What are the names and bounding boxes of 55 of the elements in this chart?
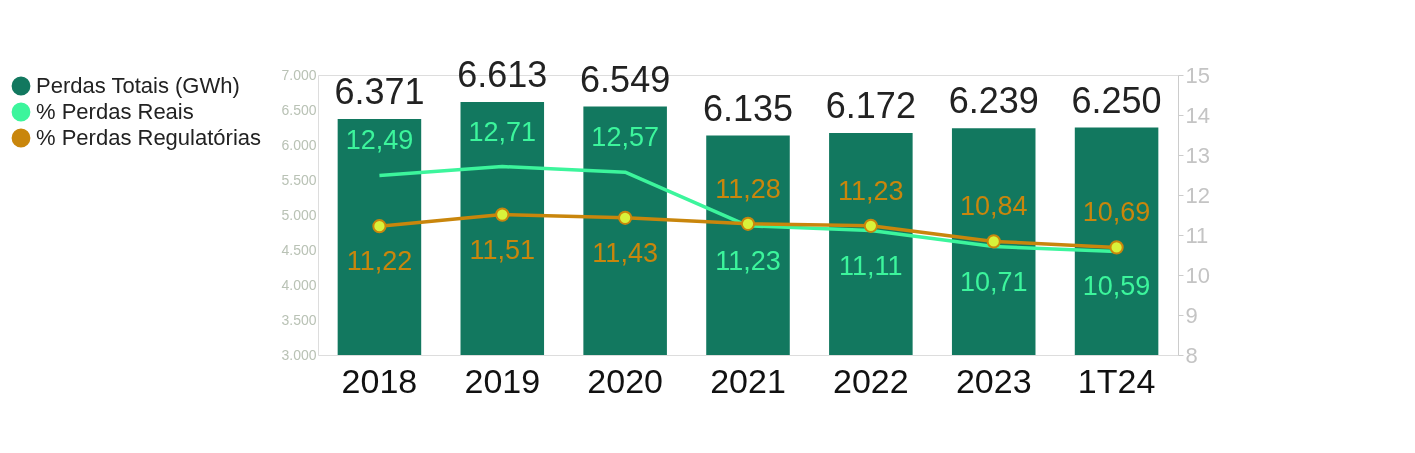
y-tick-label: 6.500: [281, 101, 317, 118]
data-label: 11,11: [839, 250, 903, 281]
data-label: 11,23: [715, 245, 781, 276]
point: [986, 234, 1001, 249]
legend-label: % Perdas Regulatórias: [36, 125, 262, 150]
x-tick-label: 2020: [587, 361, 663, 400]
data-label: 11,22: [346, 246, 413, 277]
data-label: 12,71: [468, 116, 537, 147]
point: [372, 219, 387, 234]
x-tick-label: 2022: [833, 361, 909, 400]
y2-tick-label: 14: [1185, 102, 1210, 128]
data-label: 10,69: [1082, 197, 1151, 228]
data-label: 6.371: [334, 71, 425, 113]
point: [618, 210, 633, 225]
data-label: 11,51: [469, 234, 536, 265]
y-tick-label: 7.000: [281, 66, 317, 83]
data-label: 11,23: [838, 175, 904, 206]
x-tick-label: 2021: [710, 361, 786, 400]
data-label: 12,49: [345, 125, 414, 156]
x-tick-label: 2018: [341, 361, 418, 400]
point: [740, 216, 756, 231]
data-label: 10,84: [959, 191, 1028, 222]
data-label: 10,71: [959, 266, 1028, 297]
data-label: 10,59: [1082, 271, 1151, 302]
data-label: 6.549: [580, 58, 671, 100]
y2-tick-label: 12: [1185, 182, 1210, 208]
x-tick-label: 2023: [955, 361, 1032, 400]
y2-tick-label: 15: [1185, 62, 1210, 88]
legend-label: % Perdas Reais: [36, 99, 194, 124]
y-tick-label: 3.000: [281, 346, 317, 363]
data-label: 6.613: [457, 54, 548, 96]
y2-tick-label: 9: [1185, 302, 1198, 328]
data-label: 12,57: [591, 122, 659, 153]
y2-tick-label: 10: [1185, 262, 1210, 288]
x-tick-label: 2019: [464, 361, 541, 400]
x-tick-label: 1T24: [1077, 361, 1156, 400]
y2-tick-label: 11: [1185, 222, 1209, 248]
data-label: 6.172: [825, 84, 916, 126]
y-tick-label: 6.000: [281, 136, 317, 153]
y2-tick-label: 8: [1185, 342, 1198, 368]
point: [863, 218, 878, 233]
point: [1109, 240, 1124, 255]
data-label: 6.239: [948, 80, 1039, 122]
y2-tick-label: 13: [1185, 142, 1210, 168]
y-tick-label: 5.000: [281, 206, 317, 223]
legend-label: Perdas Totais (GWh): [36, 73, 240, 98]
y-tick-label: 4.500: [281, 241, 317, 258]
point: [495, 207, 510, 222]
data-label: 11,28: [715, 173, 781, 204]
y-tick-label: 4.000: [281, 276, 317, 293]
data-label: 6.135: [702, 87, 794, 129]
y-tick-label: 3.500: [281, 311, 317, 328]
data-label: 6.250: [1071, 79, 1162, 121]
data-label: 11,43: [592, 237, 658, 268]
y-tick-label: 5.500: [281, 171, 317, 188]
